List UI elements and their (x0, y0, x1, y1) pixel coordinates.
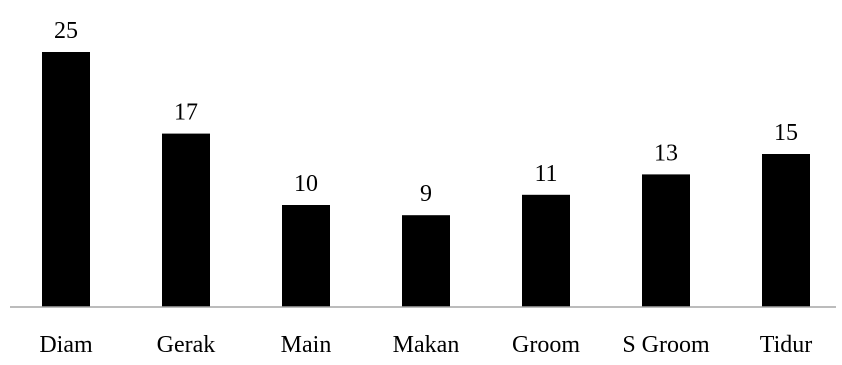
bar-s-groom (642, 174, 690, 307)
category-label: Main (281, 332, 332, 358)
category-label: Tidur (760, 332, 812, 358)
bar-main (282, 205, 330, 307)
category-labels-layer: Diam Gerak Main Makan Groom S Groom Tidur (39, 332, 812, 358)
category-label: Gerak (157, 332, 216, 358)
category-label: Makan (393, 332, 460, 358)
bar-diam (42, 52, 90, 307)
bar-groom (522, 194, 570, 307)
bar-makan (402, 215, 450, 307)
category-label: S Groom (622, 332, 710, 358)
category-label: Diam (39, 332, 93, 358)
value-label: 17 (174, 100, 198, 126)
value-label: 11 (534, 161, 557, 187)
bars-layer (42, 52, 810, 307)
category-label: Groom (512, 332, 580, 358)
value-labels-layer: 25 17 10 9 11 13 15 (54, 18, 798, 207)
value-label: 15 (774, 120, 798, 146)
value-label: 13 (654, 140, 678, 166)
value-label: 9 (420, 181, 432, 207)
value-label: 25 (54, 18, 78, 44)
bar-tidur (762, 154, 810, 307)
bar-gerak (162, 133, 210, 307)
value-label: 10 (294, 171, 318, 197)
